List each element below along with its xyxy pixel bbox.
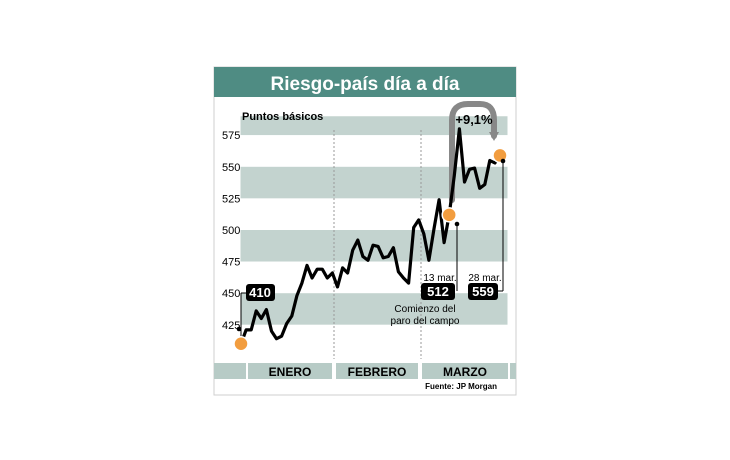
leader-dot (236, 326, 242, 332)
mark13-value-label: 512 (427, 284, 449, 299)
y-tick-label: 575 (222, 130, 240, 142)
band (240, 198, 508, 230)
leader-dot (500, 158, 506, 164)
highlight-marker (233, 336, 249, 352)
month-label: FEBRERO (348, 365, 407, 379)
mark13-note-line1: Comienzo del (394, 304, 455, 315)
source-label: Fuente: JP Morgan (425, 382, 497, 391)
y-tick-label: 500 (222, 225, 240, 237)
y-axis-label: Puntos básicos (242, 111, 323, 123)
plot-area (239, 114, 509, 360)
change-arrow (449, 101, 499, 203)
start-value-box (246, 284, 275, 301)
chart-header (214, 67, 516, 97)
chart-title: Riesgo-país día a día (271, 74, 460, 95)
month-segment (214, 363, 246, 379)
month-label: MARZO (443, 365, 487, 379)
leader-dot (454, 221, 460, 227)
highlight-marker (441, 207, 457, 223)
change-label: +9,1% (455, 112, 493, 127)
background-bands (239, 114, 509, 360)
annotations: 410 13 mar. 512 Comienzo del paro del ca… (240, 101, 504, 339)
mark13-note-line2: paro del campo (391, 316, 460, 327)
y-tick-label: 425 (222, 320, 240, 332)
month-segment (510, 363, 516, 379)
month-segment (336, 363, 418, 379)
month-axis: ENERO FEBRERO MARZO (214, 363, 516, 379)
mark28-value-label: 559 (472, 284, 494, 299)
start-value-label: 410 (249, 285, 271, 300)
band (240, 293, 508, 325)
series-markers (233, 147, 508, 352)
y-tick-label: 525 (222, 193, 240, 205)
y-tick-label: 475 (222, 257, 240, 269)
mark28-value-box (468, 283, 498, 300)
band (240, 116, 508, 136)
month-label: ENERO (269, 365, 312, 379)
y-tick-label: 550 (222, 162, 240, 174)
month-segment (422, 363, 508, 379)
mark13-date: 13 mar. (423, 273, 456, 284)
y-tick-label: 450 (222, 288, 240, 300)
band (240, 135, 508, 167)
mark13-value-box (421, 283, 455, 300)
mark28-date: 28 mar. (468, 273, 501, 284)
band (240, 261, 508, 294)
y-axis-ticks: 425 450 475 500 525 550 575 (222, 130, 240, 332)
band (240, 324, 508, 357)
series-line (239, 127, 502, 346)
month-segment (248, 363, 332, 379)
